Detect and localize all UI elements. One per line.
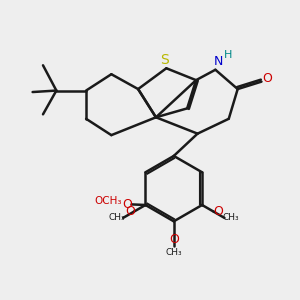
Text: O: O <box>125 205 135 218</box>
Text: O: O <box>213 205 223 218</box>
Text: O: O <box>262 72 272 85</box>
Text: O: O <box>122 198 132 211</box>
Text: N: N <box>214 55 223 68</box>
Text: CH₃: CH₃ <box>223 213 239 222</box>
Text: OCH₃: OCH₃ <box>94 196 122 206</box>
Text: H: H <box>224 50 232 60</box>
Text: CH₃: CH₃ <box>108 213 125 222</box>
Text: O: O <box>169 233 179 246</box>
Text: CH₃: CH₃ <box>166 248 182 257</box>
Text: S: S <box>160 53 169 67</box>
